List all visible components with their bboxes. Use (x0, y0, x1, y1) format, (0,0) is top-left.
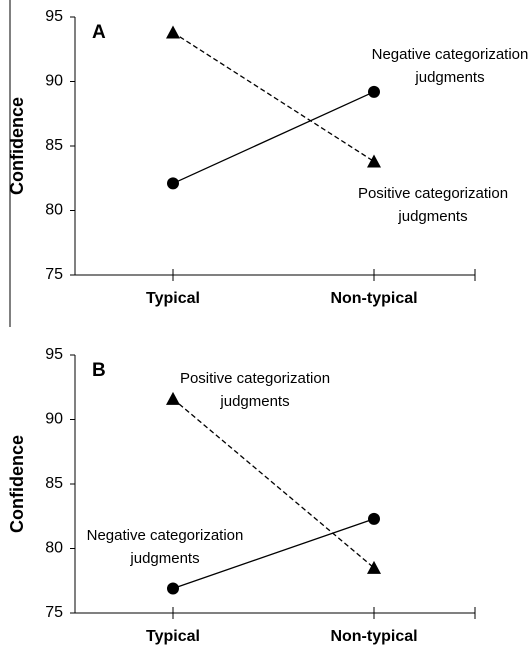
series-line (172, 518, 375, 590)
marker (166, 391, 180, 405)
y-axis-title: Confidence (7, 435, 27, 533)
marker (367, 154, 381, 168)
y-tick-label: 90 (45, 411, 63, 428)
x-tick-label: Non-typical (330, 290, 417, 307)
y-tick-label: 75 (45, 266, 63, 283)
x-tick-label: Non-typical (330, 628, 417, 645)
y-tick-label: 95 (45, 346, 63, 363)
series-label: Negative categorization judgments (86, 527, 244, 567)
series-label: Positive categorization judgments (179, 370, 331, 410)
series-label: Positive categorization judgments (357, 185, 509, 225)
marker (367, 560, 381, 574)
y-tick-label: 80 (45, 540, 63, 557)
y-tick-label: 75 (45, 604, 63, 621)
panel-label: A (92, 22, 106, 43)
y-axis-title: Confidence (7, 97, 27, 195)
series-line (172, 398, 375, 569)
chart: 75 80 85 90 95 Typical Non-typical Confidence B (7, 346, 476, 645)
y-tick-label: 85 (45, 475, 63, 492)
series-label: Negative categorization judgments (371, 46, 529, 86)
x-tick-label: Typical (146, 290, 200, 307)
chart: 75 80 85 90 95 Typical Non-typical Confidence A (7, 0, 476, 327)
marker (368, 85, 380, 98)
series-line (172, 91, 375, 185)
y-tick-label: 85 (45, 137, 63, 154)
marker (167, 582, 179, 595)
y-tick-label: 80 (45, 202, 63, 219)
x-tick-label: Typical (146, 628, 200, 645)
y-tick-label: 90 (45, 73, 63, 90)
y-tick-label: 95 (45, 8, 63, 25)
panel-label: B (92, 360, 106, 381)
marker (166, 25, 180, 39)
marker (167, 177, 179, 190)
marker (368, 512, 380, 525)
